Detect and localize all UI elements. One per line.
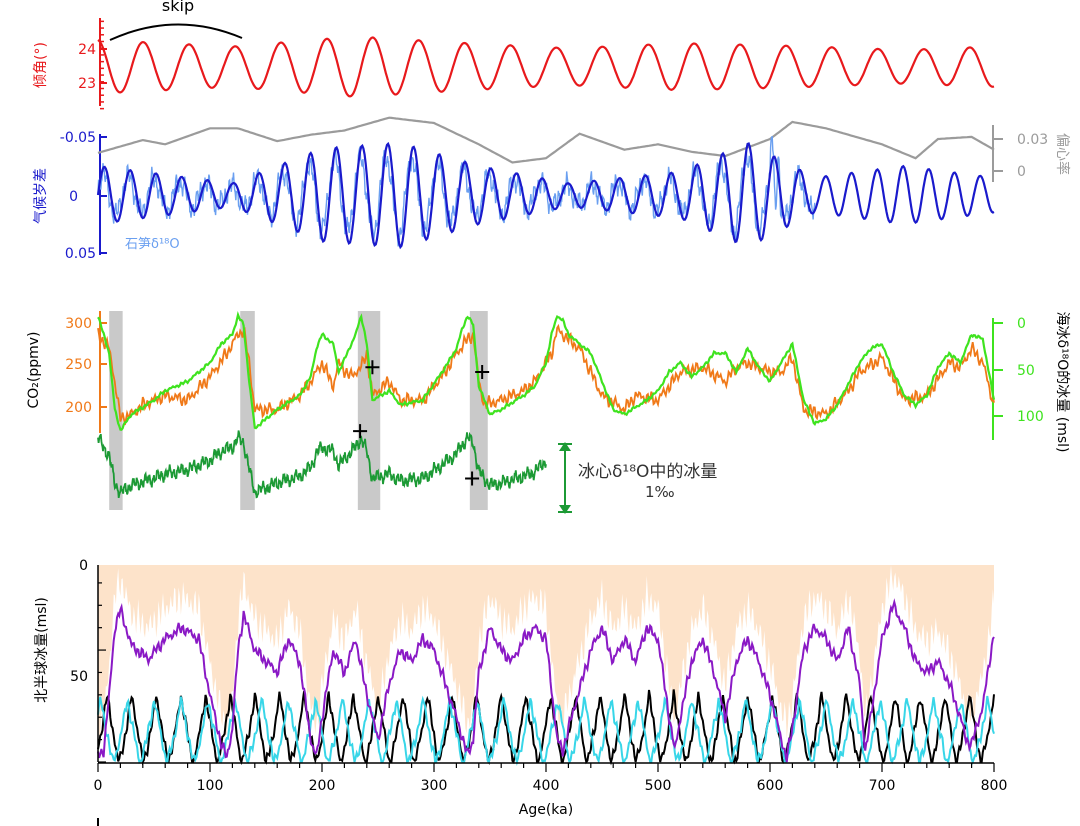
x-tick-label: 700	[869, 778, 896, 794]
model-purple-line	[97, 598, 995, 763]
co2-tick-label-300: 300	[65, 316, 92, 332]
scale-bar-label: 冰心δ¹⁸O中的冰量	[578, 462, 717, 482]
obliquity-tick-label-23: 23	[78, 76, 96, 92]
grey-band	[469, 311, 488, 510]
x-tick-label: 400	[533, 778, 560, 794]
skip-label: skip	[162, 0, 194, 15]
cross-marker	[353, 424, 368, 439]
skip-bracket	[109, 23, 243, 41]
scale-bar-arrow-top	[559, 442, 571, 451]
eccentricity-series-line	[97, 116, 995, 164]
speleothem-legend-label: 石笋δ¹⁸O	[125, 236, 180, 252]
nh-tick-label-0: 0	[79, 558, 88, 574]
co2-series-line	[97, 323, 995, 426]
crosshair-markers	[353, 360, 490, 486]
icecore-series-line	[97, 430, 547, 499]
cross-marker	[365, 360, 380, 375]
co2-tick-label-250: 250	[65, 357, 92, 373]
scale-bar-value: 1‰	[645, 483, 675, 501]
sealevel-tick-label-0: 0	[1017, 316, 1026, 332]
panel-co2: 300 250 200 CO₂(ppmv) 0 50 100 海冰δ¹⁸O的冰量…	[26, 310, 1070, 514]
x-tick-label: 500	[645, 778, 672, 794]
precession-tick-label-pos: 0.05	[65, 246, 96, 262]
eccentricity-tick-label-0: 0	[1017, 164, 1026, 180]
grey-band	[240, 311, 255, 510]
x-tick-label: 600	[757, 778, 784, 794]
scale-bar-arrow-bottom	[559, 505, 571, 514]
x-tick-label: 100	[197, 778, 224, 794]
nh-tick-label-50: 50	[70, 669, 88, 685]
model-black-line	[97, 689, 995, 766]
sealevel-series-line	[97, 310, 996, 431]
obliquity-tick-label-24: 24	[78, 42, 96, 58]
x-tick-label: 0	[94, 778, 103, 794]
x-tick-label: 800	[981, 778, 1008, 794]
x-axis-tick-labels: 0 100 200 300 400 500 600 700 800	[94, 778, 1008, 794]
co2-y-label: CO₂(ppmv)	[26, 331, 42, 408]
panel-precession: -0.05 0 0.05 气候岁差 0.03 0 偏心率 石笋δ¹⁸O	[33, 116, 1071, 262]
panel-obliquity: 24 23 倾角(°) skip	[33, 0, 995, 110]
cross-marker	[475, 365, 490, 379]
sealevel-tick-label-100: 100	[1017, 409, 1044, 425]
sealevel-tick-label-50: 50	[1017, 363, 1035, 379]
panel-nh-ice: 0 50 北半球冰量(msl)	[34, 558, 995, 766]
obliquity-series-line	[97, 36, 995, 98]
precession-y-label: 气候岁差	[33, 168, 49, 224]
cross-marker	[465, 471, 480, 486]
x-axis-label: Age(ka)	[519, 802, 573, 818]
eccentricity-tick-label-003: 0.03	[1017, 132, 1048, 148]
precession-tick-label-neg: -0.05	[60, 130, 96, 146]
x-axis: 0 100 200 300 400 500 600 700 800 Age(ka)	[94, 762, 1008, 826]
precession-series-line	[96, 141, 995, 250]
nh-y-ticks	[98, 582, 106, 763]
model-cyan-line	[97, 695, 995, 766]
precession-tick-label-zero: 0	[69, 189, 78, 205]
obliquity-y-label: 倾角(°)	[33, 42, 49, 88]
x-tick-label: 300	[421, 778, 448, 794]
x-axis-ticks	[97, 763, 995, 772]
eccentricity-y-label: 偏心率	[1054, 133, 1071, 175]
x-tick-label: 200	[309, 778, 336, 794]
sealevel-y-label: 海冰δ¹⁸O的冰量 (msl)	[1054, 311, 1070, 452]
reconstruction-area	[98, 565, 994, 740]
speleothem-series-line	[97, 136, 816, 247]
grey-band	[357, 311, 381, 510]
nh-y-label: 北半球冰量(msl)	[34, 597, 50, 703]
co2-tick-label-200: 200	[65, 400, 92, 416]
